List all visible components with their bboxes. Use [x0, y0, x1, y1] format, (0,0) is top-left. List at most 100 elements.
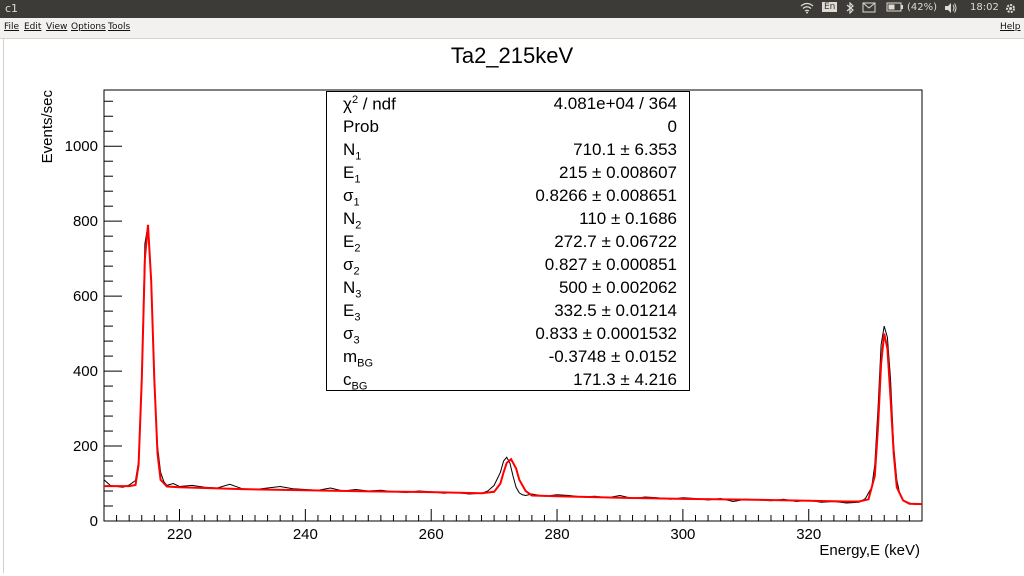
- y-tick-label: 800: [73, 213, 98, 230]
- stat-value: 0.827 ± 0.000851: [544, 255, 677, 274]
- menu-help[interactable]: Help: [1000, 22, 1021, 32]
- stat-symbol: σ: [343, 186, 354, 205]
- stat-symbol: m: [343, 347, 358, 366]
- menu-tools[interactable]: Tools: [108, 22, 131, 32]
- y-axis-label: Events/sec: [39, 90, 56, 164]
- x-tick-label: 220: [167, 526, 192, 543]
- stat-symbol: E: [343, 301, 355, 320]
- stat-name: E2: [343, 232, 360, 254]
- data-histogram: [103, 224, 923, 506]
- menu-bar: File Edit View Options Tools Help: [0, 18, 1024, 39]
- menu-edit[interactable]: Edit: [24, 22, 42, 32]
- x-tick-label: 280: [545, 526, 570, 543]
- x-tick-label: 240: [293, 526, 318, 543]
- mail-icon[interactable]: [862, 2, 876, 16]
- stat-subscript: BG: [351, 380, 368, 393]
- x-tick-label: 260: [419, 526, 444, 543]
- stat-row: E1 215 ± 0.008607: [327, 163, 691, 186]
- stat-suffix: / ndf: [358, 94, 396, 114]
- stat-row: cBG 171.3 ± 4.216: [327, 370, 691, 393]
- stat-name: Prob: [343, 117, 379, 137]
- stat-subscript: 1: [355, 150, 362, 163]
- stat-name: E1: [343, 163, 360, 185]
- stat-symbol: c: [343, 370, 352, 389]
- stat-subscript: BG: [357, 357, 374, 370]
- stat-symbol: σ: [343, 324, 354, 343]
- stat-value: 110 ± 0.1686: [579, 209, 677, 228]
- battery-percent: (42%): [907, 2, 938, 13]
- stat-row: χ2 / ndf 4.081e+04 / 364: [327, 94, 691, 117]
- stat-symbol: E: [343, 232, 355, 251]
- menu-options[interactable]: Options: [71, 22, 106, 32]
- plot-frame: [103, 89, 923, 522]
- stat-subscript: 2: [354, 242, 361, 255]
- stat-name: cBG: [343, 370, 367, 392]
- stat-value: 215 ± 0.008607: [558, 163, 677, 182]
- stat-symbol: E: [343, 163, 355, 182]
- stat-name: N3: [343, 278, 361, 300]
- keyboard-layout-indicator[interactable]: En: [822, 2, 838, 12]
- stat-subscript: 1: [354, 173, 361, 186]
- stat-value: -0.3748 ± 0.0152: [548, 347, 677, 366]
- y-tick-label: 200: [73, 438, 98, 455]
- x-axis-label: Energy,E (keV): [819, 542, 920, 559]
- stat-subscript: 3: [353, 334, 360, 347]
- stat-name: σ2: [343, 255, 360, 277]
- stat-row: E3 332.5 ± 0.01214: [327, 301, 691, 324]
- fit-curve: [104, 224, 923, 506]
- fit-stats-box[interactable]: χ2 / ndf 4.081e+04 / 364 Prob 0 N1 710.1 ± 6.…: [326, 91, 691, 393]
- stat-subscript: 2: [353, 265, 360, 278]
- stat-subscript: 1: [353, 196, 360, 209]
- gear-icon[interactable]: [1004, 2, 1017, 18]
- stat-name: σ1: [343, 186, 360, 208]
- stat-value: 332.5 ± 0.01214: [554, 301, 677, 320]
- window-title: c1: [5, 2, 19, 15]
- chart-title: Ta2_215keV: [451, 43, 574, 68]
- stat-symbol: N: [343, 278, 356, 297]
- stat-row: N1 710.1 ± 6.353: [327, 140, 691, 163]
- volume-icon[interactable]: [944, 2, 958, 17]
- stat-value: 272.7 ± 0.06722: [554, 232, 677, 251]
- stat-row: N2 110 ± 0.1686: [327, 209, 691, 232]
- stat-name: χ2 / ndf: [343, 94, 396, 115]
- stat-value: 4.081e+04 / 364: [553, 94, 677, 113]
- stat-name: N2: [343, 209, 361, 231]
- y-tick-label: 0: [90, 513, 98, 530]
- stat-value: 500 ± 0.002062: [558, 278, 677, 297]
- x-tick-label: 320: [796, 526, 821, 543]
- stat-name: N1: [343, 140, 361, 162]
- chart[interactable]: Ta2_215keV Energy,E (keV) Events/sec 220…: [0, 38, 1024, 576]
- stat-subscript: 3: [354, 311, 361, 324]
- stat-value: 0.833 ± 0.0001532: [535, 324, 677, 343]
- stat-symbol: N: [343, 140, 356, 159]
- stat-value: 0.8266 ± 0.008651: [535, 186, 677, 205]
- stat-subscript: 2: [355, 219, 362, 232]
- stat-superscript: 2: [351, 94, 359, 106]
- y-tick-label: 1000: [65, 138, 98, 155]
- stat-row: Prob 0: [327, 117, 691, 140]
- stat-symbol: N: [343, 209, 356, 228]
- clock[interactable]: 18:02: [970, 2, 999, 13]
- stat-subscript: 3: [355, 288, 362, 301]
- stat-value: 171.3 ± 4.216: [573, 370, 677, 389]
- y-tick-label: 600: [73, 288, 98, 305]
- stat-row: E2 272.7 ± 0.06722: [327, 232, 691, 255]
- stat-row: σ1 0.8266 ± 0.008651: [327, 186, 691, 209]
- stat-row: mBG -0.3748 ± 0.0152: [327, 347, 691, 370]
- y-tick-label: 400: [73, 363, 98, 380]
- battery-icon[interactable]: [886, 2, 904, 15]
- stat-symbol: Prob: [343, 117, 379, 136]
- bluetooth-icon[interactable]: [846, 1, 854, 17]
- stat-row: σ2 0.827 ± 0.000851: [327, 255, 691, 278]
- wifi-icon[interactable]: [800, 2, 814, 17]
- stat-symbol: χ: [343, 94, 352, 114]
- menu-view[interactable]: View: [46, 22, 68, 32]
- stat-symbol: σ: [343, 255, 354, 274]
- window-titlebar: c1 En (42%) 18:02: [0, 0, 1024, 18]
- stat-value: 710.1 ± 6.353: [573, 140, 677, 159]
- series-layer: [103, 224, 923, 506]
- stat-value: 0: [667, 117, 677, 136]
- stat-row: N3 500 ± 0.002062: [327, 278, 691, 301]
- menu-file[interactable]: File: [4, 22, 20, 32]
- stat-row: σ3 0.833 ± 0.0001532: [327, 324, 691, 347]
